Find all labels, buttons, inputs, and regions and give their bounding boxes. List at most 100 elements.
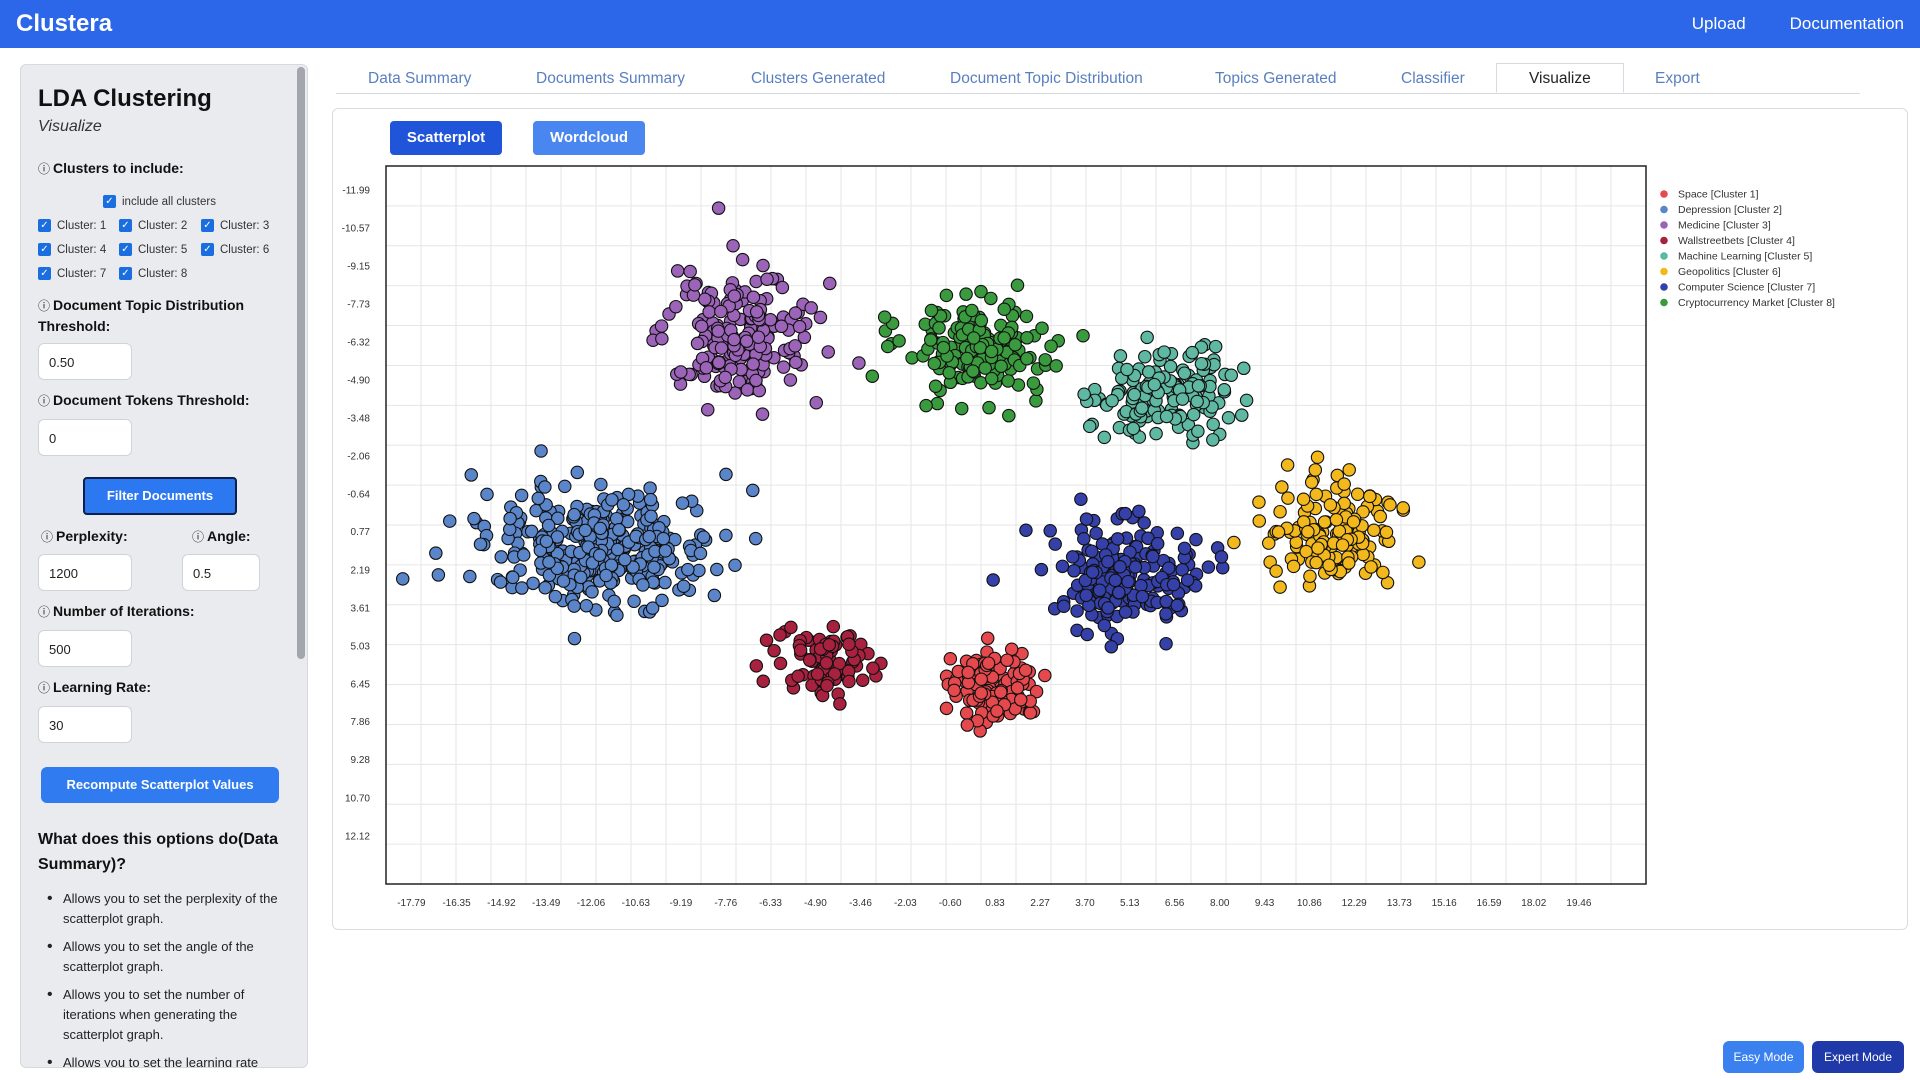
x-tick-label: -14.92 xyxy=(487,898,516,909)
perplexity-input[interactable]: 1200 xyxy=(38,554,132,591)
checkbox-checked-icon[interactable]: ✓ xyxy=(201,219,214,232)
scatter-point xyxy=(1335,538,1350,552)
learning-rate-input[interactable]: 30 xyxy=(38,706,132,743)
scatter-point xyxy=(751,330,766,344)
cluster-2-checkbox[interactable]: ✓ Cluster: 2 xyxy=(119,219,187,232)
checkbox-checked-icon[interactable]: ✓ xyxy=(119,219,132,232)
scatter-point xyxy=(974,672,989,687)
tab-clusters-generated[interactable]: Clusters Generated xyxy=(751,70,886,87)
dtd-threshold-input[interactable]: 0.50 xyxy=(38,343,132,380)
legend-label: Computer Science [Cluster 7] xyxy=(1678,282,1815,294)
scatter-point xyxy=(877,310,892,324)
app-title[interactable]: Clustera xyxy=(16,10,113,37)
nav-upload-link[interactable]: Upload xyxy=(1691,14,1746,33)
cluster-1-checkbox[interactable]: ✓ Cluster: 1 xyxy=(38,219,106,232)
scatter-point xyxy=(791,669,805,683)
scatter-point xyxy=(880,339,895,354)
scatter-point xyxy=(712,355,726,370)
legend-label: Machine Learning [Cluster 5] xyxy=(1678,251,1812,263)
cluster-6-checkbox[interactable]: ✓ Cluster: 6 xyxy=(201,243,269,256)
scatter-point xyxy=(1201,560,1216,574)
filter-documents-button[interactable]: Filter Documents xyxy=(83,477,237,515)
nav-documentation-link[interactable]: Documentation xyxy=(1789,14,1904,33)
scatter-point xyxy=(395,572,410,586)
scatter-point xyxy=(636,578,650,592)
scatter-point xyxy=(833,697,847,711)
tab-topics-generated[interactable]: Topics Generated xyxy=(1215,70,1337,87)
x-tick-label: 8.00 xyxy=(1210,898,1230,909)
scatter-point xyxy=(1019,309,1034,324)
checkbox-checked-icon[interactable]: ✓ xyxy=(38,267,51,280)
scatter-point xyxy=(515,581,529,595)
scatter-point xyxy=(1185,345,1199,360)
checkbox-checked-icon[interactable]: ✓ xyxy=(201,243,214,256)
checkbox-checked-icon[interactable]: ✓ xyxy=(119,243,132,256)
wordcloud-button[interactable]: Wordcloud xyxy=(533,121,645,155)
scatter-point xyxy=(966,331,981,345)
scatter-point xyxy=(493,575,508,589)
tokens-threshold-input[interactable]: 0 xyxy=(38,419,132,456)
x-tick-label: 9.43 xyxy=(1255,898,1275,909)
scatter-point xyxy=(1076,328,1090,343)
scatter-point xyxy=(1376,565,1390,580)
scatter-point xyxy=(1224,368,1239,383)
scatterplot-chart[interactable]: -17.79 -16.35 -14.92 -13.49 -12.06 -10.63 -9.1… xyxy=(336,150,1896,920)
scatter-point xyxy=(556,574,571,588)
cluster-3-checkbox[interactable]: ✓ Cluster: 3 xyxy=(201,219,269,232)
dtd-threshold-label: ⓘ Document Topic Distribution Threshold: xyxy=(38,297,245,334)
scatter-point xyxy=(774,319,789,334)
scatter-point xyxy=(1038,668,1052,683)
scatter-point xyxy=(784,620,798,635)
y-tick-label: 12.12 xyxy=(345,831,370,842)
legend-label: Geopolitics [Cluster 6] xyxy=(1678,266,1781,278)
scatter-point xyxy=(994,685,1008,699)
easy-mode-button[interactable]: Easy Mode xyxy=(1723,1041,1804,1073)
tab-data-summary[interactable]: Data Summary xyxy=(368,70,472,87)
scatter-point xyxy=(593,521,607,536)
cluster-8-checkbox[interactable]: ✓ Cluster: 8 xyxy=(119,267,187,280)
scatter-point xyxy=(618,552,632,567)
checkbox-checked-icon[interactable]: ✓ xyxy=(38,219,51,232)
iterations-input[interactable]: 500 xyxy=(38,630,132,667)
checkbox-checked-icon[interactable]: ✓ xyxy=(38,243,51,256)
scatter-point xyxy=(1383,498,1397,512)
scatter-point xyxy=(1206,433,1220,447)
checkbox-checked-icon[interactable]: ✓ xyxy=(103,195,116,208)
scatter-point xyxy=(746,290,761,305)
scatter-point xyxy=(1330,468,1345,483)
nav-links: Upload Documentation xyxy=(1692,14,1904,34)
scatter-point xyxy=(1097,618,1112,633)
checkbox-checked-icon[interactable]: ✓ xyxy=(119,267,132,280)
cluster-4-checkbox[interactable]: ✓ Cluster: 4 xyxy=(38,243,106,256)
scatter-point xyxy=(1191,379,1206,393)
scatter-point xyxy=(599,568,613,583)
recompute-scatterplot-button[interactable]: Recompute Scatterplot Values xyxy=(41,767,279,803)
help-title: What does this options do(Data Summary)? xyxy=(38,831,278,873)
scatter-point xyxy=(1311,541,1325,555)
tab-classifier[interactable]: Classifier xyxy=(1401,70,1465,87)
expert-mode-button[interactable]: Expert Mode xyxy=(1812,1041,1904,1073)
scatter-point xyxy=(1147,377,1162,392)
x-tick-label: 3.70 xyxy=(1075,898,1095,909)
cluster-7-checkbox[interactable]: ✓ Cluster: 7 xyxy=(38,267,106,280)
scatter-point xyxy=(1120,362,1134,377)
x-tick-label: 10.86 xyxy=(1297,898,1322,909)
cluster-5-checkbox[interactable]: ✓ Cluster: 5 xyxy=(119,243,187,256)
tab-export[interactable]: Export xyxy=(1655,70,1700,87)
scatter-point xyxy=(1029,684,1044,699)
angle-input[interactable]: 0.5 xyxy=(182,554,260,591)
scatter-point xyxy=(1317,515,1332,529)
sidebar-scrollbar[interactable] xyxy=(297,67,305,659)
scatter-point xyxy=(1177,366,1192,380)
scatter-point xyxy=(954,401,969,416)
tab-document-topic-distribution[interactable]: Document Topic Distribution xyxy=(950,70,1143,87)
scatterplot-button[interactable]: Scatterplot xyxy=(390,121,502,155)
scatter-point xyxy=(1089,526,1103,540)
tab-visualize[interactable]: Visualize xyxy=(1496,63,1624,93)
include-all-checkbox[interactable]: ✓ include all clusters xyxy=(103,195,216,208)
tab-documents-summary[interactable]: Documents Summary xyxy=(536,70,686,87)
scatter-point xyxy=(792,319,807,334)
scatter-point xyxy=(1157,345,1171,359)
scatter-point xyxy=(574,570,588,585)
scatter-point xyxy=(1019,523,1033,538)
